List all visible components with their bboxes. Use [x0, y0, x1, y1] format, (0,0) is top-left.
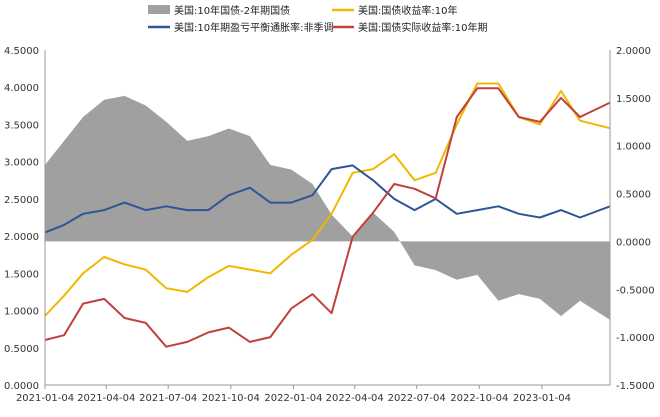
- x-tick-label: 2022-04-04: [326, 393, 384, 404]
- y-left-tick-label: 2.0000: [4, 232, 39, 243]
- x-tick-label: 2021-07-04: [139, 393, 197, 404]
- breakeven-inflation-line: [44, 164, 611, 234]
- real-yield-10y-line: [44, 87, 611, 348]
- y-left-tick-label: 1.0000: [4, 307, 39, 318]
- legend-label: 美国:国债实际收益率:10年期: [358, 21, 487, 34]
- legend-label: 美国:国债收益率:10年: [358, 4, 457, 17]
- yield-10y-line: [44, 82, 611, 317]
- y-right-tick-label: -0.5000: [616, 285, 655, 296]
- y-left-tick-label: 4.0000: [4, 83, 39, 94]
- y-left-tick-label: 2.5000: [4, 195, 39, 206]
- x-tick-label: 2021-01-04: [16, 393, 74, 404]
- y-right-tick-label: 1.0000: [616, 142, 651, 153]
- y-left-tick-label: 0.0000: [4, 381, 39, 392]
- x-tick-label: 2021-04-04: [77, 393, 135, 404]
- x-tick-label: 2022-07-04: [388, 393, 446, 404]
- y-right-tick-label: -1.5000: [616, 381, 655, 392]
- y-right-tick-label: 2.0000: [616, 46, 651, 57]
- y-left-tick-label: 1.5000: [4, 269, 39, 280]
- legend-swatch-spread: [148, 5, 170, 14]
- y-right-tick-label: 0.5000: [616, 190, 651, 201]
- spread-area: [45, 95, 610, 320]
- y-left-tick-label: 3.0000: [4, 158, 39, 169]
- legend-label: 美国:10年国债-2年期国债: [174, 4, 290, 17]
- y-left-tick-label: 3.5000: [4, 120, 39, 131]
- legend-label: 美国:10年期盈亏平衡通胀率:非季调: [174, 21, 333, 34]
- x-tick-label: 2022-01-04: [264, 393, 322, 404]
- x-tick-label: 2022-10-04: [450, 393, 508, 404]
- y-left-tick-label: 0.5000: [4, 344, 39, 355]
- y-right-tick-label: 1.5000: [616, 94, 651, 105]
- y-left-tick-label: 4.5000: [4, 46, 39, 57]
- x-tick-label: 2023-01-04: [513, 393, 571, 404]
- y-right-tick-label: 0.0000: [616, 237, 651, 248]
- y-right-tick-label: -1.0000: [616, 333, 655, 344]
- x-tick-label: 2021-10-04: [202, 393, 260, 404]
